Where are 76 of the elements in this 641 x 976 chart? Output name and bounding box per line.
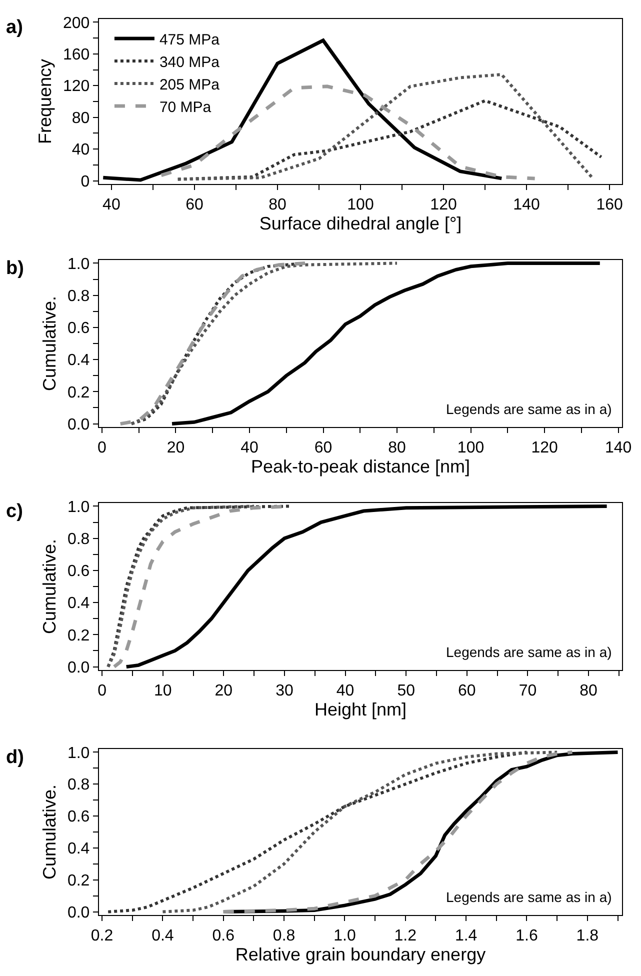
y-tick-label: 0.6 bbox=[67, 563, 90, 580]
x-tick-label: 60 bbox=[458, 682, 476, 700]
x-tick-label: 1.6 bbox=[516, 927, 538, 944]
x-tick-label: 40 bbox=[102, 196, 120, 214]
x-tick-label: 100 bbox=[457, 439, 484, 456]
y-tick-label: 40 bbox=[72, 142, 90, 159]
annotation: Legends are same as in a) bbox=[446, 889, 612, 905]
x-tick-label: 60 bbox=[314, 439, 332, 456]
y-tick-label: 0.4 bbox=[67, 352, 90, 370]
x-tick-label: 80 bbox=[268, 196, 286, 214]
x-tick-label: 1.0 bbox=[334, 927, 356, 944]
x-tick-label: 0.2 bbox=[90, 927, 114, 944]
chart-title: a) bbox=[6, 17, 23, 38]
x-tick-label: 0 bbox=[98, 682, 107, 700]
y-tick-label: 0.6 bbox=[67, 320, 90, 338]
y-axis-title: Cumulative. bbox=[40, 784, 60, 880]
y-tick-label: 0.0 bbox=[67, 416, 90, 434]
legend-label: 340 MPa bbox=[159, 54, 220, 71]
y-axis-title: Cumulative. bbox=[40, 296, 60, 392]
x-tick-label: 20 bbox=[214, 682, 233, 700]
legend-label: 205 MPa bbox=[159, 76, 220, 94]
y-tick-label: 160 bbox=[62, 46, 90, 64]
chart-title: c) bbox=[6, 501, 23, 522]
x-tick-label: 0.4 bbox=[152, 927, 174, 944]
x-tick-label: 120 bbox=[430, 196, 457, 214]
y-tick-label: 0.2 bbox=[67, 872, 90, 890]
x-tick-label: 40 bbox=[240, 439, 258, 456]
chart-title: b) bbox=[6, 258, 24, 279]
y-tick-label: 1.0 bbox=[67, 498, 90, 516]
x-tick-label: 0 bbox=[97, 439, 106, 456]
y-tick-label: 0.8 bbox=[67, 530, 90, 548]
y-tick-label: 0.2 bbox=[67, 384, 90, 402]
x-tick-label: 70 bbox=[518, 682, 537, 700]
x-tick-label: 80 bbox=[388, 439, 406, 456]
y-axis-title: Cumulative. bbox=[40, 538, 60, 634]
annotation: Legends are same as in a) bbox=[446, 644, 612, 660]
x-tick-label: 0.8 bbox=[272, 927, 296, 944]
x-tick-label: 60 bbox=[186, 196, 204, 214]
x-tick-label: 140 bbox=[604, 439, 632, 456]
x-tick-label: 1.4 bbox=[454, 927, 478, 944]
y-tick-label: 0.2 bbox=[67, 627, 90, 644]
y-tick-label: 0.6 bbox=[67, 808, 90, 826]
x-tick-label: 100 bbox=[347, 196, 374, 214]
x-tick-label: 30 bbox=[276, 682, 294, 700]
y-tick-label: 0.8 bbox=[67, 776, 90, 794]
y-tick-label: 80 bbox=[72, 110, 90, 127]
y-tick-label: 200 bbox=[62, 14, 90, 32]
x-tick-label: 1.8 bbox=[576, 927, 599, 944]
x-tick-label: 120 bbox=[531, 439, 558, 456]
x-tick-label: 20 bbox=[166, 439, 185, 456]
x-tick-label: 1.2 bbox=[394, 927, 417, 944]
x-tick-label: 10 bbox=[154, 682, 172, 700]
y-tick-label: 120 bbox=[62, 78, 90, 96]
annotation: Legends are same as in a) bbox=[446, 401, 612, 417]
chart-title: d) bbox=[6, 747, 24, 768]
y-tick-label: 0.8 bbox=[67, 288, 90, 305]
x-tick-label: 140 bbox=[513, 196, 540, 214]
y-tick-label: 1.0 bbox=[67, 744, 90, 762]
x-axis-title: Relative grain boundary energy bbox=[235, 944, 486, 964]
y-axis-title: Frequency bbox=[35, 58, 56, 144]
x-axis-title: Surface dihedral angle [°] bbox=[259, 213, 462, 234]
y-tick-label: 0.0 bbox=[67, 659, 90, 676]
y-tick-label: 0.0 bbox=[67, 904, 90, 922]
y-tick-label: 1.0 bbox=[67, 256, 90, 273]
x-axis-title: Peak-to-peak distance [nm] bbox=[250, 456, 470, 476]
x-tick-label: 0.6 bbox=[212, 927, 235, 944]
x-tick-label: 50 bbox=[397, 682, 416, 700]
legend-label: 70 MPa bbox=[159, 98, 212, 116]
y-tick-label: 0.4 bbox=[67, 595, 90, 612]
x-axis-title: Height [nm] bbox=[314, 699, 407, 720]
legend-label: 475 MPa bbox=[159, 31, 220, 48]
y-tick-label: 0.4 bbox=[67, 840, 90, 858]
x-tick-label: 40 bbox=[336, 682, 354, 700]
x-tick-label: 160 bbox=[596, 196, 623, 214]
y-tick-label: 0 bbox=[80, 173, 90, 190]
x-tick-label: 80 bbox=[580, 682, 598, 700]
